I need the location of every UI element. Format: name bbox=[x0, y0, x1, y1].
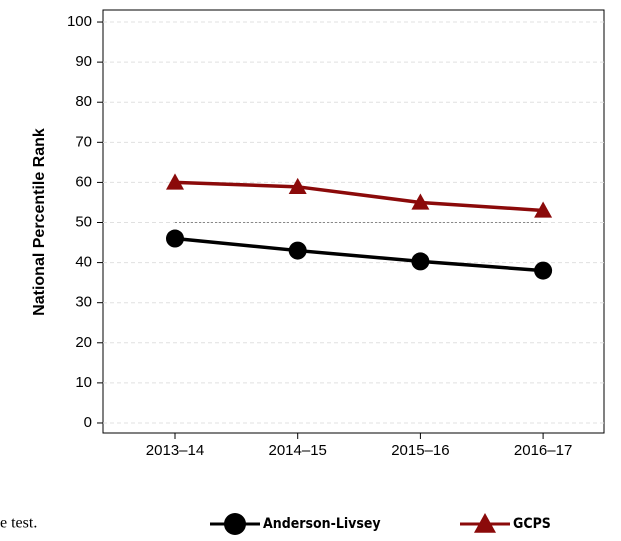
legend-label: Anderson-Livsey bbox=[263, 516, 381, 532]
y-tick-label: 30 bbox=[75, 294, 92, 311]
marker bbox=[411, 193, 430, 210]
series-line bbox=[174, 236, 544, 273]
y-tick-label: 20 bbox=[75, 334, 92, 351]
plot-area bbox=[102, 9, 605, 434]
marker bbox=[224, 513, 246, 535]
y-tick-label: 0 bbox=[84, 414, 92, 431]
x-tick-label: 2013–14 bbox=[146, 442, 204, 459]
y-tick-label: 40 bbox=[75, 254, 92, 271]
y-tick-label: 70 bbox=[75, 133, 92, 150]
y-tick-label: 10 bbox=[75, 374, 92, 391]
y-axis-title: National Percentile Rank bbox=[31, 128, 48, 316]
marker bbox=[474, 513, 496, 533]
x-tick-label: 2015–16 bbox=[391, 442, 449, 459]
y-tick-label: 100 bbox=[67, 13, 92, 30]
x-tick-label: 2014–15 bbox=[268, 442, 326, 459]
marker bbox=[534, 261, 553, 280]
marker bbox=[288, 241, 307, 260]
legend-label: GCPS bbox=[513, 516, 551, 532]
y-tick-label: 60 bbox=[75, 173, 92, 190]
y-tick-label: 50 bbox=[75, 213, 92, 230]
y-tick-label: 80 bbox=[75, 93, 92, 110]
caption: e test. bbox=[0, 515, 37, 532]
marker bbox=[534, 201, 553, 218]
marker bbox=[166, 173, 184, 190]
marker bbox=[411, 252, 430, 271]
marker bbox=[166, 229, 184, 248]
marker bbox=[288, 177, 307, 195]
series-line bbox=[174, 180, 544, 213]
y-tick-label: 90 bbox=[75, 53, 92, 70]
x-tick-label: 2016–17 bbox=[514, 442, 572, 459]
